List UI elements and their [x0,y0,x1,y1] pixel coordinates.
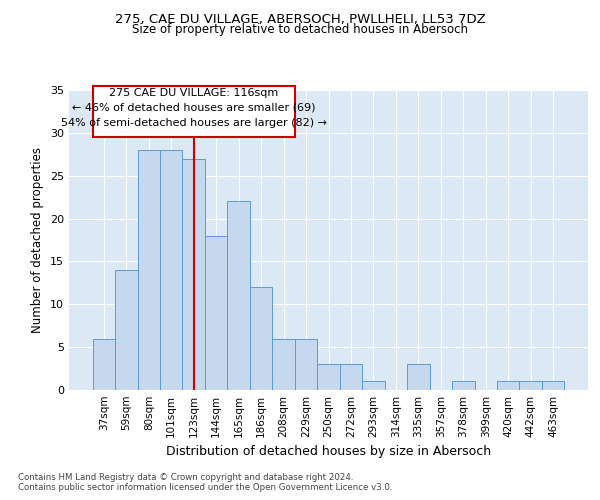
Bar [115,270,137,390]
Bar [497,382,520,390]
Bar [520,382,542,390]
Bar [205,236,227,390]
Bar [340,364,362,390]
X-axis label: Distribution of detached houses by size in Abersoch: Distribution of detached houses by size … [166,446,491,458]
Text: 275 CAE DU VILLAGE: 116sqm: 275 CAE DU VILLAGE: 116sqm [109,88,278,99]
Text: Contains public sector information licensed under the Open Government Licence v3: Contains public sector information licen… [18,484,392,492]
Text: ← 46% of detached houses are smaller (69): ← 46% of detached houses are smaller (69… [72,103,316,113]
Bar [250,287,272,390]
Bar [272,338,295,390]
Bar [542,382,565,390]
Bar [160,150,182,390]
FancyBboxPatch shape [92,86,295,137]
Text: 54% of semi-detached houses are larger (82) →: 54% of semi-detached houses are larger (… [61,118,326,128]
Y-axis label: Number of detached properties: Number of detached properties [31,147,44,333]
Bar [407,364,430,390]
Bar [317,364,340,390]
Text: Contains HM Land Registry data © Crown copyright and database right 2024.: Contains HM Land Registry data © Crown c… [18,472,353,482]
Bar [362,382,385,390]
Text: 275, CAE DU VILLAGE, ABERSOCH, PWLLHELI, LL53 7DZ: 275, CAE DU VILLAGE, ABERSOCH, PWLLHELI,… [115,12,485,26]
Bar [182,158,205,390]
Bar [295,338,317,390]
Bar [137,150,160,390]
Bar [92,338,115,390]
Text: Size of property relative to detached houses in Abersoch: Size of property relative to detached ho… [132,22,468,36]
Bar [452,382,475,390]
Bar [227,202,250,390]
